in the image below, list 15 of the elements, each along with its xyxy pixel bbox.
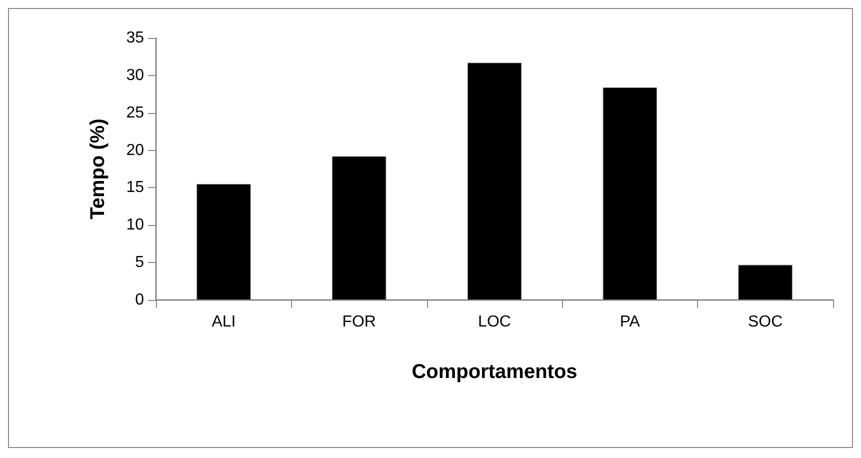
y-tick-label: 35 [126,30,144,46]
y-tick-label: 10 [126,216,144,234]
x-tick-label: FOR [342,314,376,330]
y-tick-label: 0 [135,292,144,308]
x-tick-label: LOC [478,314,511,330]
x-tick-label: PA [620,314,640,330]
x-tick-label: SOC [748,314,783,330]
y-tick-label: 5 [135,254,144,272]
y-axis-title: Tempo (%) [87,118,109,220]
y-tick-label: 30 [126,66,144,84]
x-tick-label: ALI [212,314,236,330]
x-axis-title: Comportamentos [412,361,578,383]
y-tick-label: 25 [126,104,144,122]
y-tick-label: 20 [126,142,144,159]
y-tick-label: 15 [126,179,144,196]
